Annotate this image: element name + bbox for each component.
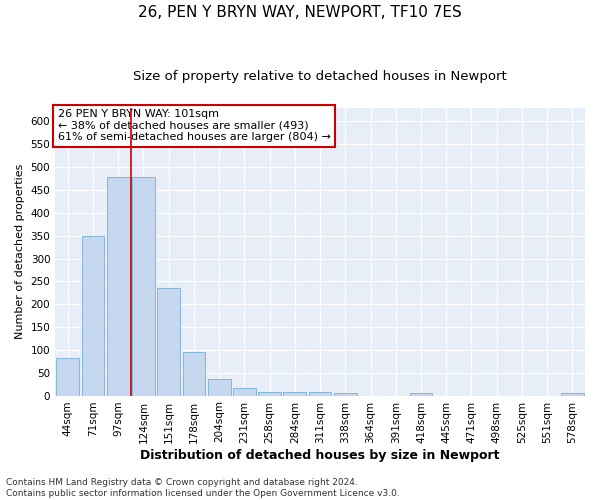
Bar <box>283 392 306 396</box>
Bar <box>107 177 130 396</box>
Bar <box>258 392 281 396</box>
X-axis label: Distribution of detached houses by size in Newport: Distribution of detached houses by size … <box>140 450 500 462</box>
Text: Contains HM Land Registry data © Crown copyright and database right 2024.
Contai: Contains HM Land Registry data © Crown c… <box>6 478 400 498</box>
Bar <box>132 177 155 396</box>
Bar <box>309 392 331 396</box>
Bar <box>410 394 433 396</box>
Bar <box>82 236 104 396</box>
Bar <box>561 394 584 396</box>
Bar <box>157 288 180 396</box>
Bar <box>334 394 356 396</box>
Bar <box>182 352 205 396</box>
Text: 26 PEN Y BRYN WAY: 101sqm
← 38% of detached houses are smaller (493)
61% of semi: 26 PEN Y BRYN WAY: 101sqm ← 38% of detac… <box>58 109 331 142</box>
Bar <box>56 358 79 396</box>
Bar <box>233 388 256 396</box>
Bar <box>208 378 230 396</box>
Title: Size of property relative to detached houses in Newport: Size of property relative to detached ho… <box>133 70 507 83</box>
Text: 26, PEN Y BRYN WAY, NEWPORT, TF10 7ES: 26, PEN Y BRYN WAY, NEWPORT, TF10 7ES <box>138 5 462 20</box>
Y-axis label: Number of detached properties: Number of detached properties <box>15 164 25 340</box>
